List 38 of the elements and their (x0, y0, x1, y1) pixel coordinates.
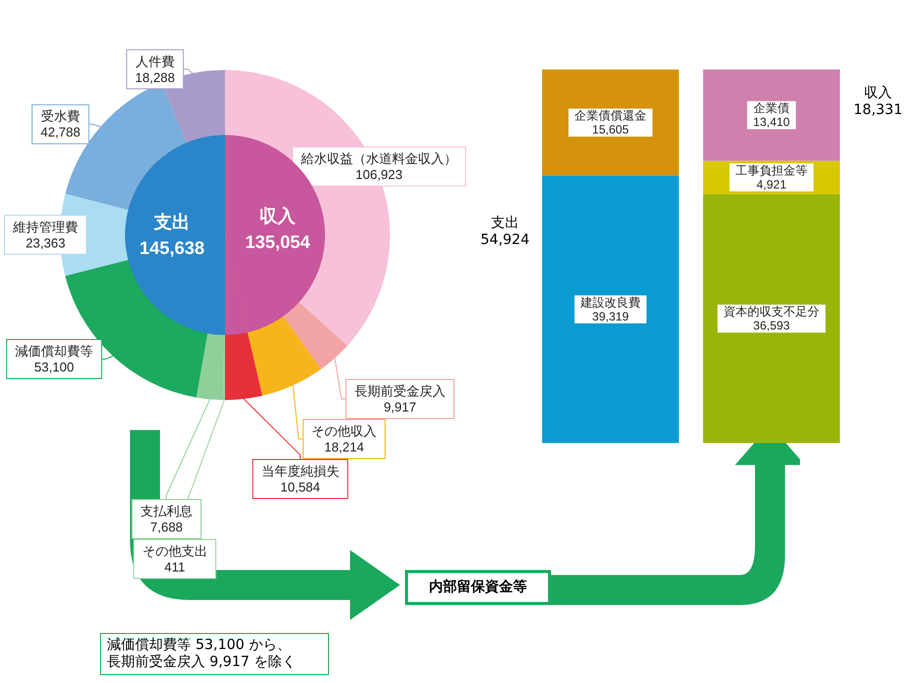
data-label: 23,363 (26, 235, 66, 250)
text: 支出 54,924 (480, 215, 530, 249)
data-label: 10,584 (280, 479, 320, 494)
data-label: 13,410 (753, 115, 790, 130)
data-label: 145,638 (139, 238, 205, 258)
text: 収入 18,331 (852, 85, 904, 119)
slice-label: 給水収益（水道料金収入） (300, 150, 457, 166)
series-label: 企業債 (754, 101, 790, 116)
slice-label: その他収入 (312, 423, 377, 438)
data-label: 15,605 (592, 122, 630, 137)
data-label: 42,788 (40, 124, 80, 140)
data-label: 36,593 (753, 318, 790, 333)
slice-label: 支出 (153, 212, 190, 232)
slice-label: 維持管理費 (12, 219, 78, 234)
slice-label: 受水費 (40, 108, 80, 124)
data-label: 7,688 (150, 519, 183, 534)
data-label: 9,917 (384, 399, 416, 414)
slice-label: 支払利息 (140, 503, 193, 518)
slice-label: 人件費 (136, 54, 174, 69)
data-label: 53,100 (34, 359, 74, 374)
slice-label: 減価償却費等 (15, 343, 94, 358)
data-label: 18,214 (324, 439, 364, 454)
text: 内部留保資金等 (405, 570, 551, 605)
slice-label: 長期前受金戻入 (354, 383, 446, 398)
series-label: 工事負担金等 (736, 163, 808, 178)
data-label: 411 (164, 559, 186, 574)
slice-label: その他支出 (142, 543, 208, 558)
series-label: 建設改良費 (580, 295, 640, 310)
series-label: 資本的収支不足分 (724, 304, 820, 319)
data-label: 18,288 (135, 70, 175, 85)
series-label: 企業債償還金 (574, 108, 646, 123)
data-label: 39,319 (592, 309, 630, 324)
data-label: 106,923 (356, 166, 402, 182)
slice-label: 収入 (260, 206, 297, 226)
data-label: 4,921 (756, 177, 787, 192)
slice-label: 当年度純損失 (261, 463, 340, 478)
text: 減価償却費等 53,100 から、長期前受金戻入 9,917 を除く (100, 633, 329, 675)
data-label: 135,054 (245, 232, 310, 252)
